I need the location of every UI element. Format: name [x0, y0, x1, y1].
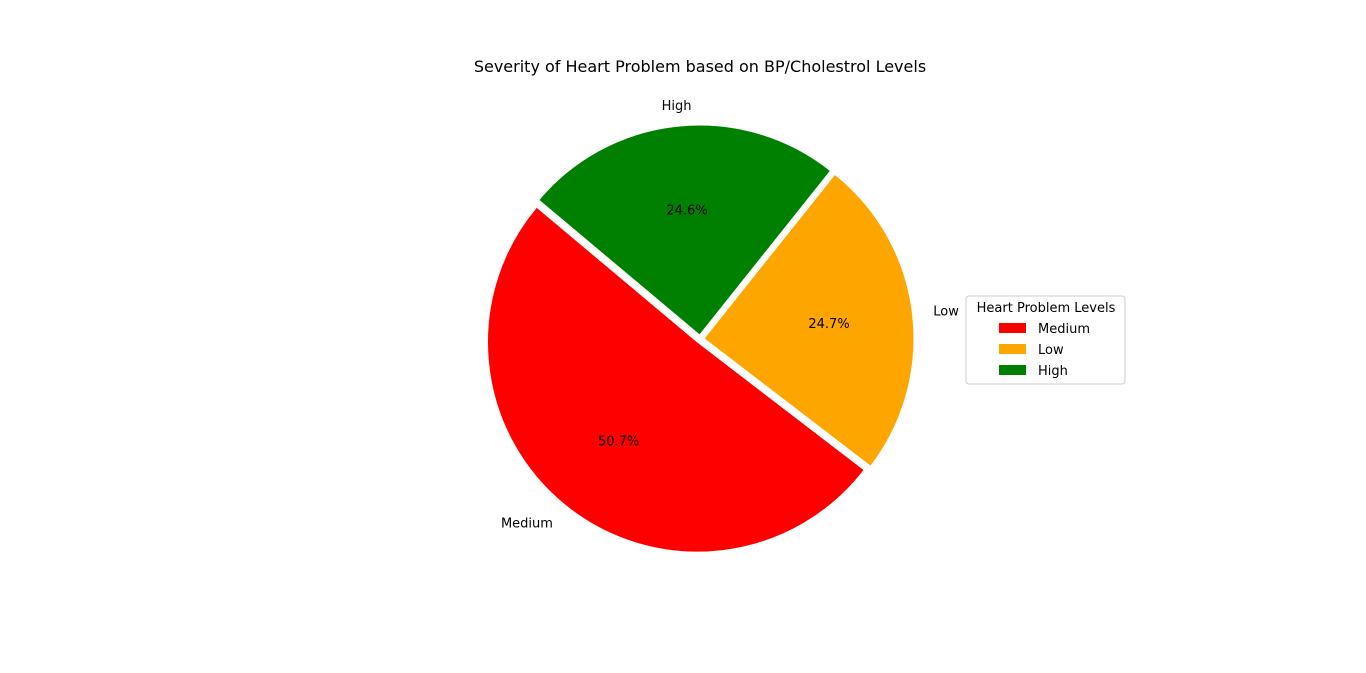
legend-items: Medium Low High — [999, 322, 1090, 379]
legend-swatch-high — [999, 365, 1026, 375]
pct-label-high: 24.6% — [666, 204, 707, 219]
pie-slices: 50.7% Medium 24.7% Low 24.6% High — [487, 99, 959, 553]
pct-label-medium: 50.7% — [598, 434, 639, 449]
slice-label-low: Low — [933, 304, 959, 319]
chart-title: Severity of Heart Problem based on BP/Ch… — [474, 57, 926, 76]
pie-slice-medium — [487, 206, 865, 553]
legend-swatch-low — [999, 344, 1026, 354]
legend-label-high: High — [1038, 364, 1068, 379]
legend-title: Heart Problem Levels — [977, 301, 1116, 316]
pie-slice-high — [538, 124, 832, 336]
legend-label-low: Low — [1038, 343, 1064, 358]
pie-slice-low — [703, 173, 915, 467]
slice-label-high: High — [662, 99, 692, 114]
slice-label-medium: Medium — [501, 516, 553, 531]
legend-label-medium: Medium — [1038, 322, 1090, 337]
legend-frame — [965, 295, 1126, 385]
legend: Heart Problem Levels Medium Low High — [965, 295, 1126, 385]
legend-swatch-medium — [999, 323, 1026, 333]
pct-label-low: 24.7% — [808, 317, 849, 332]
